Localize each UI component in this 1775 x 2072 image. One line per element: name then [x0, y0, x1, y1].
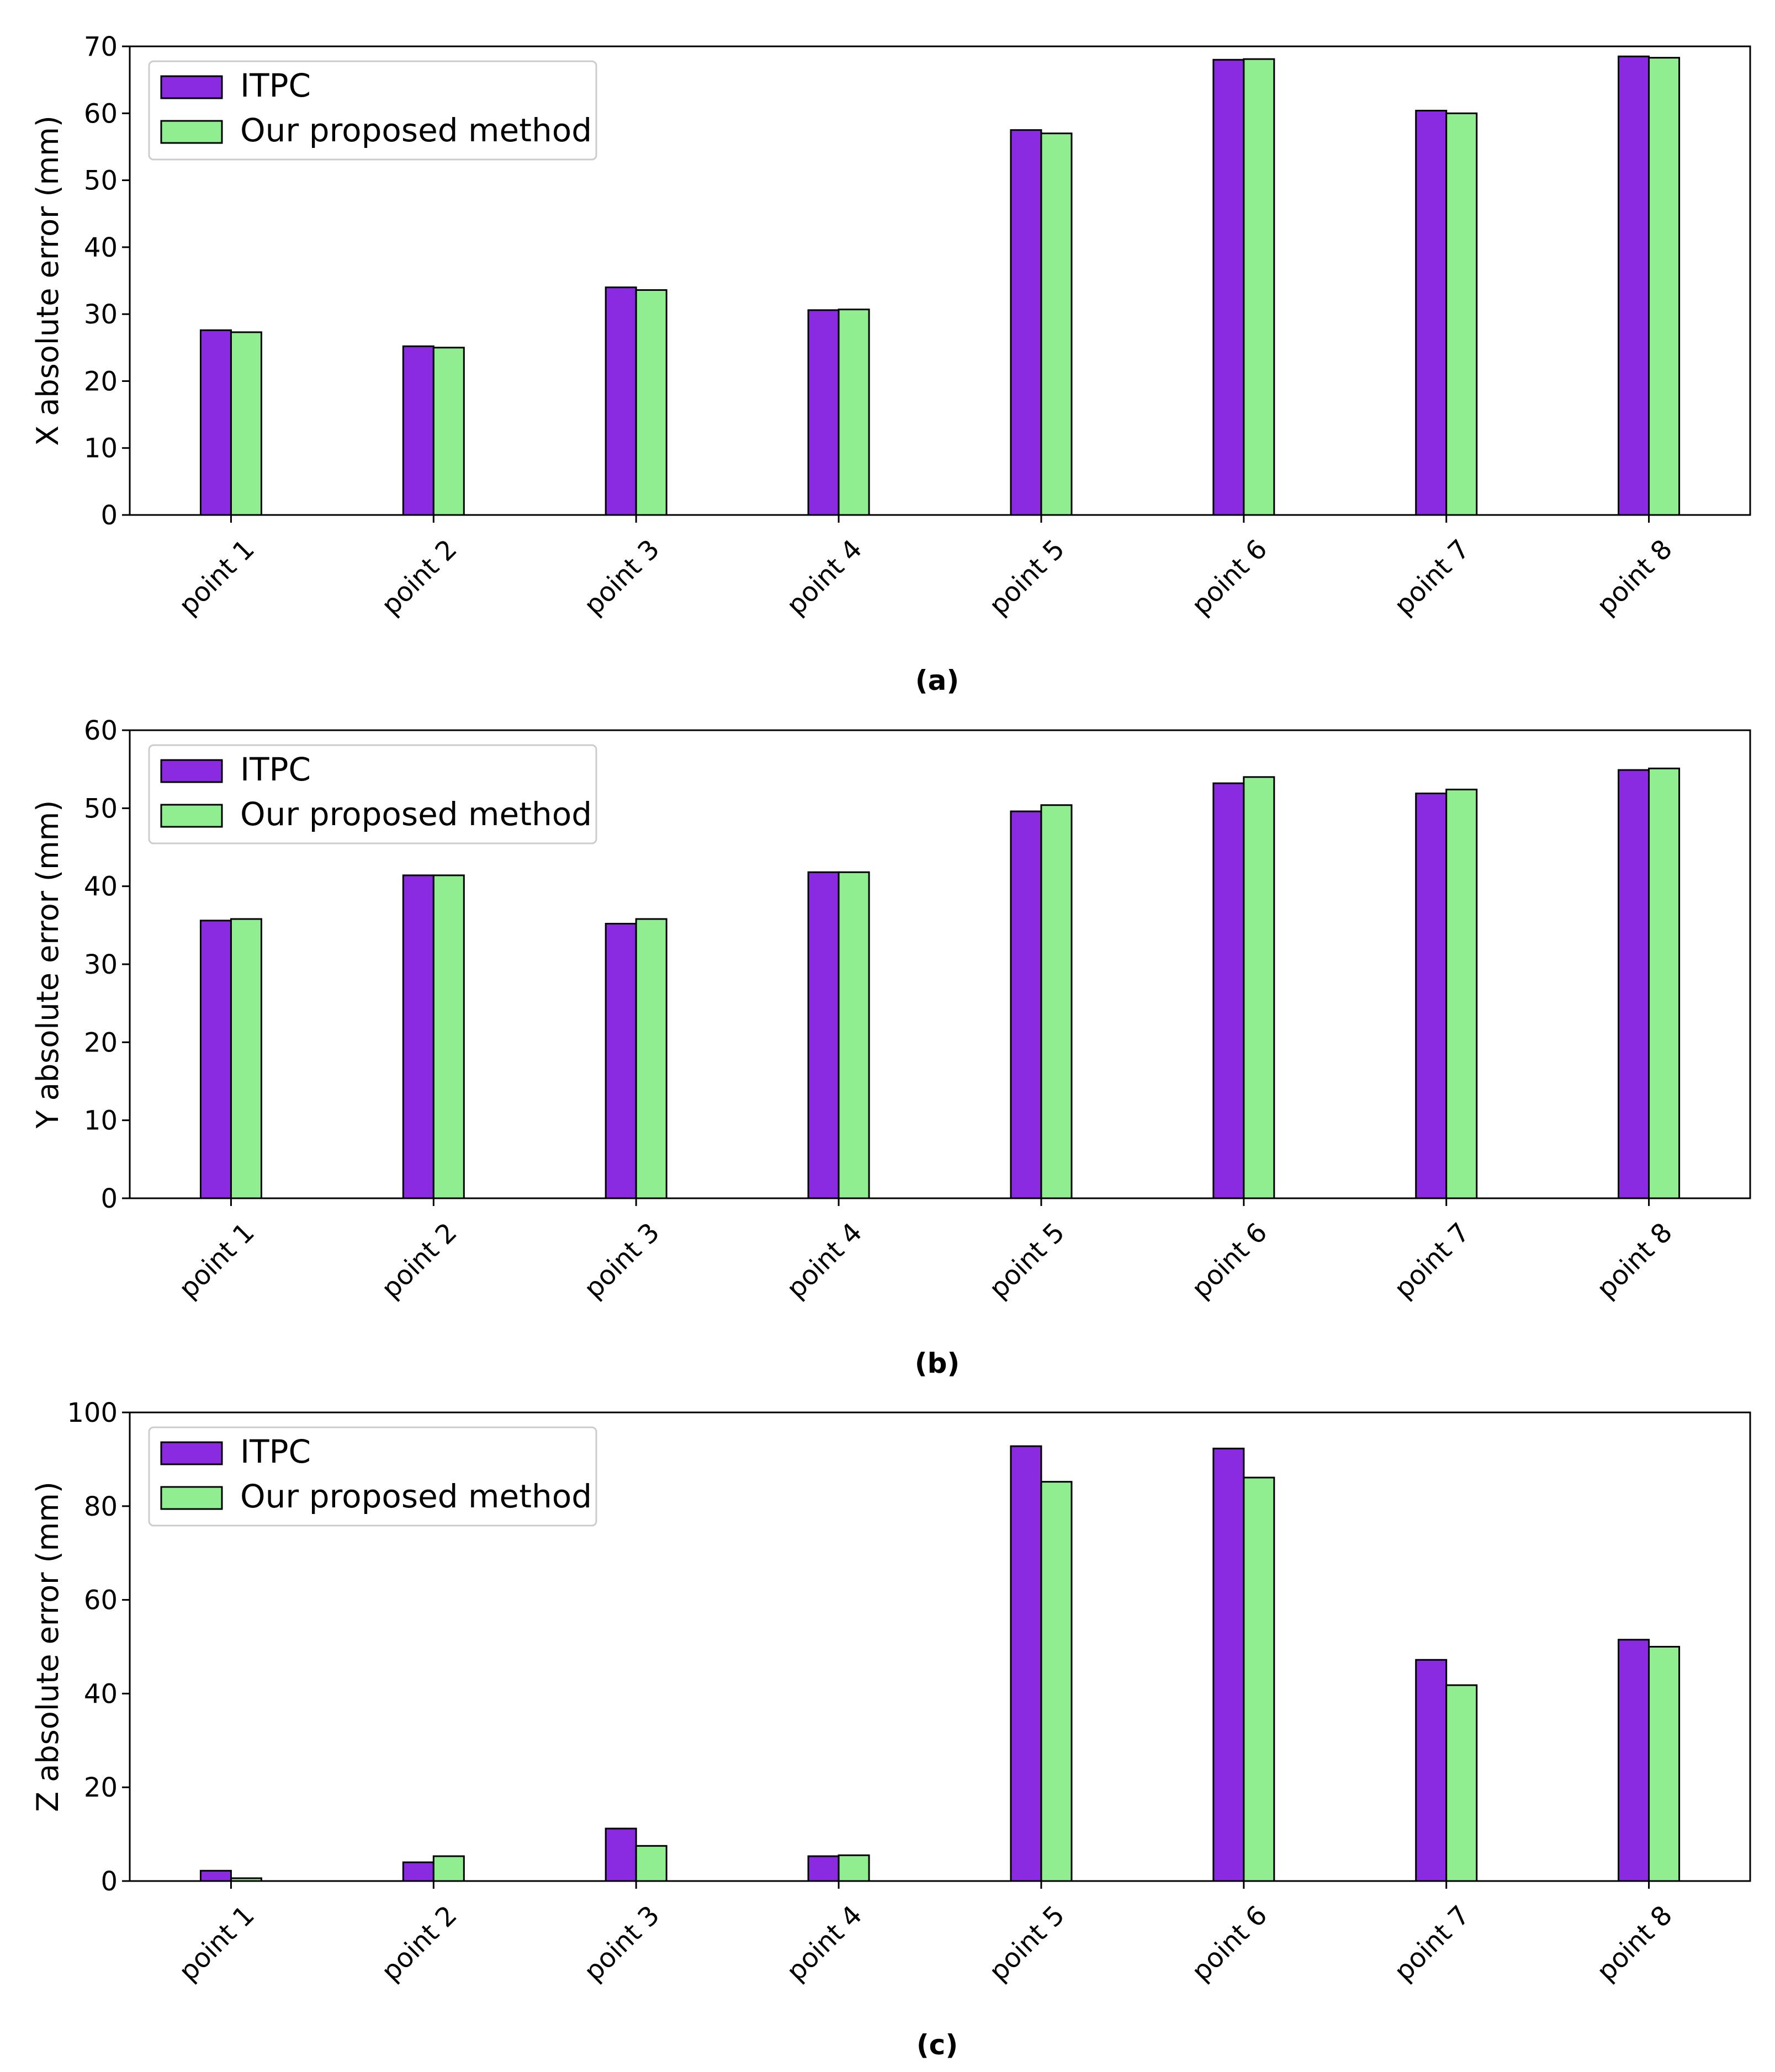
legend-label-itpc: ITPC	[240, 751, 311, 788]
bar-itpc	[1618, 769, 1650, 1199]
legend-swatch-proposed	[160, 120, 223, 144]
bar-proposed	[838, 309, 870, 516]
bar-itpc	[605, 1827, 637, 1882]
bar-itpc	[199, 920, 232, 1199]
bar-itpc	[1415, 792, 1448, 1199]
y-axis-label: Z absolute error (mm)	[30, 1481, 65, 1812]
bar-proposed	[1040, 1481, 1073, 1882]
y-tick-label: 30	[84, 949, 118, 980]
legend-label-itpc: ITPC	[240, 67, 311, 104]
plot-frame	[129, 1411, 1751, 1882]
y-tick-label: 80	[84, 1491, 118, 1522]
bar-proposed	[230, 331, 262, 516]
bar-itpc	[1415, 109, 1448, 516]
panel-caption: (b)	[915, 1347, 960, 1379]
legend-swatch-proposed	[160, 1486, 223, 1510]
bar-itpc	[402, 345, 435, 516]
legend-swatch-itpc	[160, 75, 223, 99]
y-axis-label: X absolute error (mm)	[30, 115, 65, 446]
y-tick-label: 100	[67, 1398, 118, 1428]
y-tick-label: 20	[84, 1772, 118, 1803]
bar-proposed	[838, 871, 870, 1199]
bar-proposed	[432, 347, 465, 516]
legend-swatch-proposed	[160, 804, 223, 828]
y-axis-label: Y absolute error (mm)	[30, 800, 65, 1129]
legend-swatch-itpc	[160, 1441, 223, 1465]
legend-label-proposed: Our proposed method	[240, 795, 592, 833]
y-tick-label: 0	[100, 1866, 118, 1897]
bar-proposed	[1243, 58, 1275, 516]
legend: ITPC Our proposed method	[148, 60, 597, 161]
y-tick-label: 10	[84, 433, 118, 464]
y-tick-label: 60	[84, 98, 118, 129]
bar-proposed	[1445, 1684, 1478, 1882]
y-tick-label: 0	[100, 500, 118, 531]
bar-itpc	[1010, 810, 1042, 1199]
y-tick-label: 50	[84, 793, 118, 824]
bar-itpc	[1618, 55, 1650, 516]
bar-itpc	[199, 329, 232, 516]
bar-proposed	[1648, 1646, 1681, 1882]
legend-swatch-itpc	[160, 759, 223, 783]
y-tick-label: 20	[84, 1027, 118, 1058]
y-tick-label: 10	[84, 1106, 118, 1136]
bar-proposed	[1243, 776, 1275, 1199]
y-tick-label: 40	[84, 872, 118, 902]
bar-proposed	[1648, 57, 1681, 516]
bar-itpc	[1212, 782, 1245, 1199]
bar-itpc	[199, 1869, 232, 1882]
plot-frame	[129, 45, 1751, 516]
legend-label-proposed: Our proposed method	[240, 111, 592, 149]
bar-proposed	[432, 874, 465, 1199]
bar-proposed	[1243, 1476, 1275, 1882]
bar-itpc	[807, 1855, 840, 1882]
bar-proposed	[635, 289, 667, 516]
bar-itpc	[1212, 1447, 1245, 1882]
bar-proposed	[1040, 804, 1073, 1199]
bar-itpc	[1415, 1659, 1448, 1882]
bar-proposed	[432, 1855, 465, 1882]
y-tick-label: 30	[84, 299, 118, 330]
y-tick-label: 60	[84, 1585, 118, 1616]
legend-label-proposed: Our proposed method	[240, 1478, 592, 1515]
panel-caption: (a)	[915, 665, 959, 697]
y-tick-label: 70	[84, 31, 118, 62]
bar-itpc	[1618, 1639, 1650, 1882]
bar-proposed	[1648, 767, 1681, 1199]
legend-box	[148, 744, 597, 844]
legend-box	[148, 60, 597, 161]
bar-proposed	[1040, 132, 1073, 516]
y-tick-label: 0	[100, 1183, 118, 1214]
y-tick-label: 20	[84, 366, 118, 397]
bar-proposed	[635, 918, 667, 1199]
legend: ITPC Our proposed method	[148, 1426, 597, 1527]
y-tick-label: 40	[84, 1678, 118, 1709]
legend: ITPC Our proposed method	[148, 744, 597, 844]
bar-proposed	[1445, 788, 1478, 1199]
bar-proposed	[838, 1854, 870, 1882]
bar-proposed	[1445, 112, 1478, 516]
y-tick-label: 40	[84, 232, 118, 263]
legend-label-itpc: ITPC	[240, 1433, 311, 1470]
bar-itpc	[1212, 59, 1245, 516]
legend-box	[148, 1426, 597, 1527]
y-tick-label: 60	[84, 715, 118, 746]
bar-itpc	[605, 286, 637, 516]
bar-itpc	[402, 874, 435, 1199]
bar-itpc	[402, 1861, 435, 1882]
bar-itpc	[807, 871, 840, 1199]
y-tick-label: 50	[84, 166, 118, 196]
bar-itpc	[807, 309, 840, 516]
bar-proposed	[230, 918, 262, 1199]
bar-proposed	[635, 1845, 667, 1882]
bar-itpc	[1010, 1445, 1042, 1882]
panel-caption: (c)	[916, 2029, 958, 2061]
bar-itpc	[605, 923, 637, 1199]
bar-itpc	[1010, 129, 1042, 516]
